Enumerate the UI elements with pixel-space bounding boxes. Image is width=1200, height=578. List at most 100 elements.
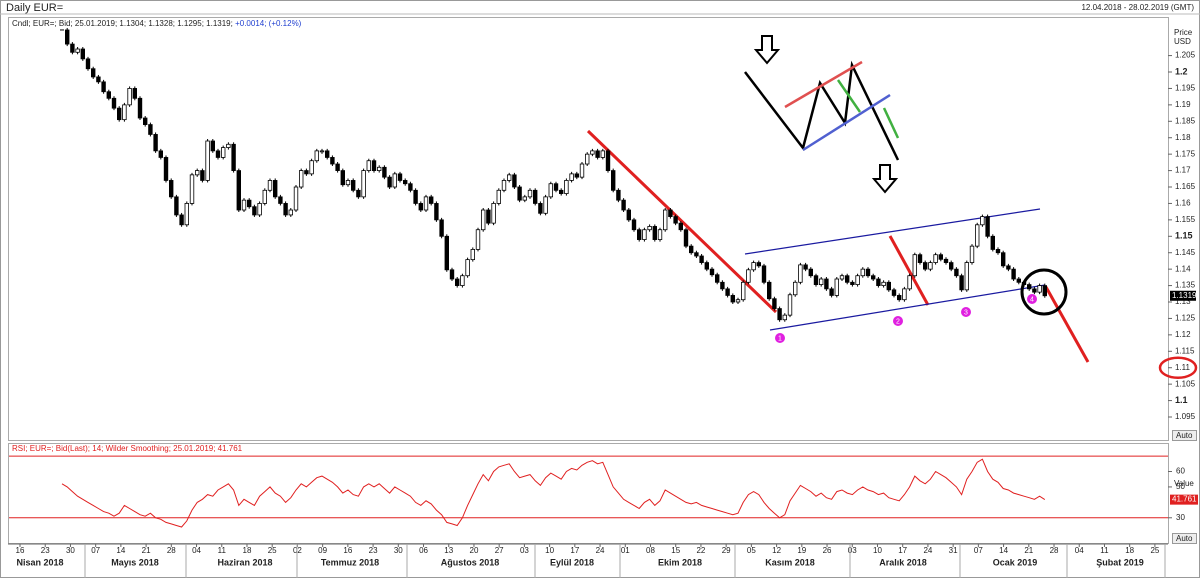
candle: [205, 140, 210, 181]
marker: [961, 307, 971, 317]
candle: [402, 180, 408, 185]
candle: [486, 209, 491, 224]
candle: [512, 174, 517, 188]
candle: [1027, 284, 1032, 290]
price-panel: [8, 17, 1169, 441]
candle: [252, 206, 257, 216]
trend-line: [1044, 286, 1090, 363]
candle: [668, 209, 673, 217]
candle: [330, 157, 335, 165]
x-tick-label: 17: [570, 546, 579, 555]
candle: [559, 189, 564, 194]
candle: [241, 199, 247, 211]
candle: [756, 262, 761, 267]
x-tick-label: 02: [293, 546, 302, 555]
annotations: [586, 35, 1090, 363]
channel-line: [769, 284, 1046, 331]
x-tick-label: 21: [1024, 546, 1033, 555]
y-axis-unit: USD: [1174, 37, 1191, 46]
candle: [236, 170, 241, 211]
y-tick-label: 1.135: [1175, 281, 1196, 290]
candle: [517, 186, 522, 201]
y-tick-label: 1.11: [1175, 363, 1191, 372]
candle: [985, 216, 990, 237]
candle: [579, 163, 585, 178]
x-tick-label: 24: [596, 546, 605, 555]
candle: [855, 275, 860, 285]
y-tick-label: 1.13: [1175, 297, 1191, 306]
month-label: Şubat 2019: [1096, 557, 1144, 567]
x-tick-label: 26: [823, 546, 832, 555]
x-tick-label: 10: [545, 546, 554, 555]
month-label: Kasım 2018: [765, 557, 815, 567]
last-price-tag: [1170, 290, 1196, 301]
y-tick-label: 1.19: [1175, 100, 1191, 109]
auto-label[interactable]: Auto: [1176, 431, 1193, 440]
candle: [127, 88, 132, 106]
x-tick-label: 28: [1050, 546, 1059, 555]
auto-label[interactable]: Auto: [1176, 534, 1193, 543]
candle: [371, 160, 377, 171]
candle: [746, 269, 751, 283]
candle: [1001, 252, 1006, 267]
candle: [585, 153, 590, 165]
candle: [741, 281, 746, 301]
candle: [376, 166, 382, 171]
candle: [382, 166, 387, 178]
candle: [480, 209, 486, 231]
candle: [272, 180, 278, 198]
candle: [496, 189, 501, 204]
auto-button[interactable]: [1172, 430, 1197, 441]
x-tick-label: 07: [91, 546, 100, 555]
candle: [319, 150, 325, 153]
x-tick-label: 19: [797, 546, 806, 555]
pattern-line: [882, 107, 900, 139]
candle: [845, 275, 850, 283]
candle: [605, 150, 611, 171]
candle: [969, 245, 975, 263]
x-tick-label: 17: [898, 546, 907, 555]
candle: [871, 275, 876, 280]
candle: [1021, 281, 1027, 285]
candle: [600, 150, 605, 158]
chart-title: Daily EUR=: [6, 2, 63, 14]
auto-button[interactable]: [1172, 533, 1197, 544]
candle: [1042, 285, 1047, 297]
candle: [91, 68, 96, 78]
candle: [637, 229, 642, 240]
candle: [689, 245, 694, 254]
y-tick-label: 1.185: [1175, 116, 1196, 125]
x-tick-label: 16: [343, 546, 352, 555]
legend-change: +0.0014; (+0.12%): [235, 19, 302, 28]
candle: [444, 235, 449, 271]
candle: [902, 288, 907, 301]
candle: [215, 150, 221, 158]
candle: [501, 180, 507, 191]
candle: [439, 219, 444, 237]
y-tick-label: 1.17: [1175, 166, 1191, 175]
candle: [990, 235, 995, 250]
x-tick-label: 30: [66, 546, 75, 555]
candle: [819, 278, 824, 285]
candle: [564, 180, 569, 194]
candle: [995, 249, 1001, 254]
candle: [226, 143, 231, 148]
channel-line: [744, 208, 1041, 255]
x-tick-label: 13: [444, 546, 453, 555]
candle: [938, 254, 943, 260]
marker-label: 1: [778, 335, 782, 342]
down-arrow: [753, 35, 781, 65]
candle: [350, 180, 356, 191]
candle: [70, 43, 75, 53]
candle: [366, 160, 371, 171]
candle: [324, 150, 330, 158]
candle: [673, 216, 678, 224]
x-tick-label: 21: [142, 546, 151, 555]
candle: [881, 281, 886, 286]
breakout-circle: [1020, 268, 1068, 316]
candle: [408, 183, 413, 191]
candle: [132, 88, 137, 99]
x-tick-label: 28: [167, 546, 176, 555]
y-tick-label: 1.125: [1175, 314, 1196, 323]
candle: [1016, 278, 1021, 283]
